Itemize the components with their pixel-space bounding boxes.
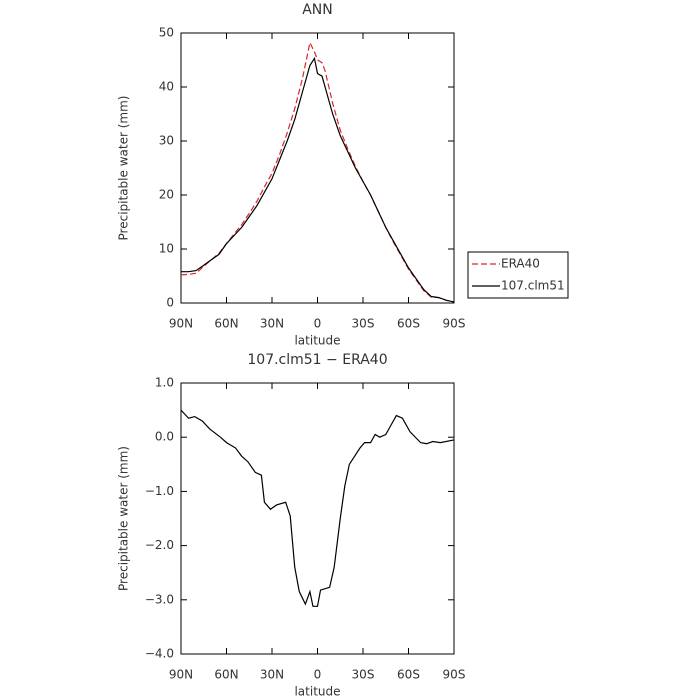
x-tick-label: 90N — [169, 668, 193, 682]
x-tick-label: 30N — [260, 317, 284, 331]
y-tick-label: −4.0 — [145, 647, 174, 661]
y-tick-label: 40 — [159, 80, 174, 94]
data-line — [181, 56, 455, 303]
y-tick-label: 50 — [159, 26, 174, 40]
x-axis-label: latitude — [294, 685, 340, 699]
x-tick-label: 0 — [314, 317, 322, 331]
data-line — [180, 409, 455, 607]
y-axis-label: Precipitable water (mm) — [117, 96, 131, 241]
y-tick-label: −1.0 — [145, 484, 174, 498]
chart-title: 107.clm51 − ERA40 — [247, 352, 387, 368]
plot-frame — [180, 382, 455, 655]
y-tick-label: 10 — [159, 242, 174, 256]
x-tick-label: 90S — [443, 668, 466, 682]
x-tick-label: 60S — [397, 668, 420, 682]
chart-title: ANN — [302, 2, 333, 18]
x-tick-label: 90S — [443, 317, 466, 331]
legend-box — [467, 251, 569, 299]
x-tick-label: 30S — [352, 317, 375, 331]
x-tick-label: 90N — [169, 317, 193, 331]
y-tick-label: 20 — [159, 188, 174, 202]
y-tick-label: 0 — [166, 296, 174, 310]
x-tick-label: 30S — [352, 668, 375, 682]
x-axis-label: latitude — [294, 334, 340, 348]
x-tick-label: 60N — [214, 317, 238, 331]
x-tick-label: 0 — [314, 668, 322, 682]
x-tick-label: 60N — [214, 668, 238, 682]
y-tick-label: 30 — [159, 134, 174, 148]
legend-label: 107.clm51 — [501, 279, 565, 293]
x-tick-label: 60S — [397, 317, 420, 331]
y-tick-label: 1.0 — [155, 376, 174, 390]
plot-frame — [180, 32, 455, 304]
y-tick-label: −3.0 — [145, 592, 174, 606]
x-tick-label: 30N — [260, 668, 284, 682]
data-line — [180, 40, 455, 303]
y-axis-label: Precipitable water (mm) — [117, 446, 131, 591]
legend-label: ERA40 — [501, 257, 540, 271]
y-tick-label: −2.0 — [145, 538, 174, 552]
y-tick-label: 0.0 — [155, 430, 174, 444]
